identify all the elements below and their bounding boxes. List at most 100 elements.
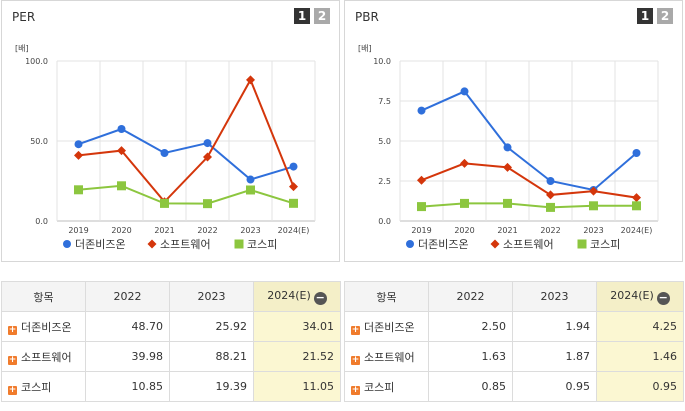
data-point-diamond [74, 150, 83, 160]
expand-plus-icon[interactable]: + [351, 384, 360, 395]
value-2023: 0.95 [512, 371, 597, 402]
x-tick-label: 2019 [411, 226, 431, 235]
data-point-diamond [632, 193, 641, 203]
square-marker-icon [234, 239, 244, 249]
data-point-circle [117, 125, 126, 133]
data-point-square [632, 201, 641, 211]
expand-plus-icon[interactable]: + [351, 324, 360, 335]
row-name-cell[interactable]: + 소프트웨어 [344, 341, 429, 372]
data-point-diamond [203, 152, 212, 162]
diamond-marker-icon [147, 239, 157, 249]
x-tick-label: 2021 [497, 226, 517, 235]
collapse-minus-icon[interactable]: − [656, 290, 670, 305]
page-1-button[interactable]: 1 [294, 8, 310, 24]
y-tick-label: 2.5 [378, 177, 391, 186]
legend-label: 코스피 [247, 238, 277, 251]
expand-plus-icon[interactable]: + [8, 354, 17, 365]
value-2023: 1.94 [512, 311, 597, 342]
value-2022: 0.85 [428, 371, 513, 402]
row-name-cell[interactable]: + 소프트웨어 [1, 341, 86, 372]
data-point-diamond [289, 182, 298, 192]
data-point-square [289, 198, 298, 208]
header-2024e: 2024(E) − [253, 281, 341, 312]
y-unit-label: [배] [15, 44, 29, 53]
x-tick-label: 2023 [240, 226, 260, 235]
data-point-square [546, 202, 555, 212]
table-row: + 더존비즈온 48.70 25.92 34.01 [1, 311, 341, 342]
legend-label: 소프트웨어 [503, 238, 554, 251]
page-2-button[interactable]: 2 [657, 8, 673, 24]
legend-label: 소프트웨어 [160, 238, 211, 251]
y-unit-label: [배] [358, 44, 372, 53]
value-2023: 25.92 [169, 311, 254, 342]
row-name: 더존비즈온 [21, 320, 72, 334]
value-2022: 48.70 [85, 311, 170, 342]
y-tick-label: 10.0 [373, 57, 391, 66]
value-2022: 39.98 [85, 341, 170, 372]
y-tick-label: 7.5 [378, 97, 391, 106]
value-2023: 1.87 [512, 341, 597, 372]
row-name-cell[interactable]: + 더존비즈온 [344, 311, 429, 342]
data-point-square [417, 202, 426, 212]
row-name-cell[interactable]: + 코스피 [344, 371, 429, 402]
legend-label: 코스피 [590, 238, 620, 251]
expand-plus-icon[interactable]: + [8, 324, 17, 335]
value-2022: 2.50 [428, 311, 513, 342]
data-point-circle [503, 143, 512, 152]
data-point-square [460, 198, 469, 208]
pager: 1 2 [294, 8, 330, 24]
table-row: + 소프트웨어 39.98 88.21 21.52 [1, 341, 341, 372]
series-line-diamond [421, 162, 637, 199]
data-point-diamond [546, 190, 555, 200]
y-tick-label: 5.0 [378, 137, 391, 146]
data-point-circle [289, 162, 298, 171]
pbr-panel: [배] 0.0 2.5 5.0 7.5 10.0 2019 2020 2021 2022 2023 2… [344, 0, 684, 402]
data-point-square [203, 199, 212, 209]
row-name-cell[interactable]: + 더존비즈온 [1, 311, 86, 342]
header-2023: 2023 [512, 281, 597, 312]
per-chart: [배] 0.0 50.0 100.0 2019 2020 2021 2022 2023 2024(… [15, 44, 316, 251]
x-tick-label: 2020 [111, 226, 131, 235]
table-row: + 코스피 10.85 19.39 11.05 [1, 371, 341, 402]
header-2022: 2022 [428, 281, 513, 312]
per-chart-box: [배] 0.0 50.0 100.0 2019 2020 2021 2022 2023 2024(… [1, 0, 340, 262]
data-point-diamond [117, 146, 126, 156]
x-tick-label: 2019 [68, 226, 88, 235]
table-row: + 소프트웨어 1.63 1.87 1.46 [344, 341, 684, 372]
row-name: 코스피 [364, 380, 395, 394]
header-2023: 2023 [169, 281, 254, 312]
data-point-diamond [503, 162, 512, 172]
value-2024e: 11.05 [253, 371, 341, 402]
square-marker-icon [577, 239, 587, 249]
header-2024e-label: 2024(E) [267, 288, 311, 302]
expand-plus-icon[interactable]: + [351, 354, 360, 365]
data-point-diamond [589, 186, 598, 196]
legend-label: 더존비즈온 [75, 238, 126, 251]
table-row: + 더존비즈온 2.50 1.94 4.25 [344, 311, 684, 342]
page-2-button[interactable]: 2 [314, 8, 330, 24]
row-name: 더존비즈온 [364, 320, 415, 334]
chart-title: PER [12, 10, 36, 24]
row-name: 소프트웨어 [21, 350, 72, 364]
data-point-diamond [417, 175, 426, 185]
page-1-button[interactable]: 1 [637, 8, 653, 24]
data-point-square [589, 201, 598, 211]
row-name: 소프트웨어 [364, 350, 415, 364]
circle-marker-icon [406, 240, 414, 248]
row-name-cell[interactable]: + 코스피 [1, 371, 86, 402]
collapse-minus-icon[interactable]: − [313, 290, 327, 305]
data-point-circle [74, 140, 83, 149]
per-table: 항목 2022 2023 2024(E) − + 더존비즈온 48.70 25.92… [1, 281, 341, 402]
series-line-circle [421, 90, 638, 192]
data-point-square [503, 198, 512, 208]
x-tick-label: 2021 [154, 226, 174, 235]
x-tick-label: 2024(E) [278, 226, 310, 235]
x-tick-label: 2023 [583, 226, 603, 235]
expand-plus-icon[interactable]: + [8, 384, 17, 395]
row-name: 코스피 [21, 380, 52, 394]
table-header-row: 항목 2022 2023 2024(E) − [344, 281, 684, 312]
circle-marker-icon [63, 240, 71, 248]
data-point-circle [203, 139, 212, 148]
value-2024e: 21.52 [253, 341, 341, 372]
header-2022: 2022 [85, 281, 170, 312]
